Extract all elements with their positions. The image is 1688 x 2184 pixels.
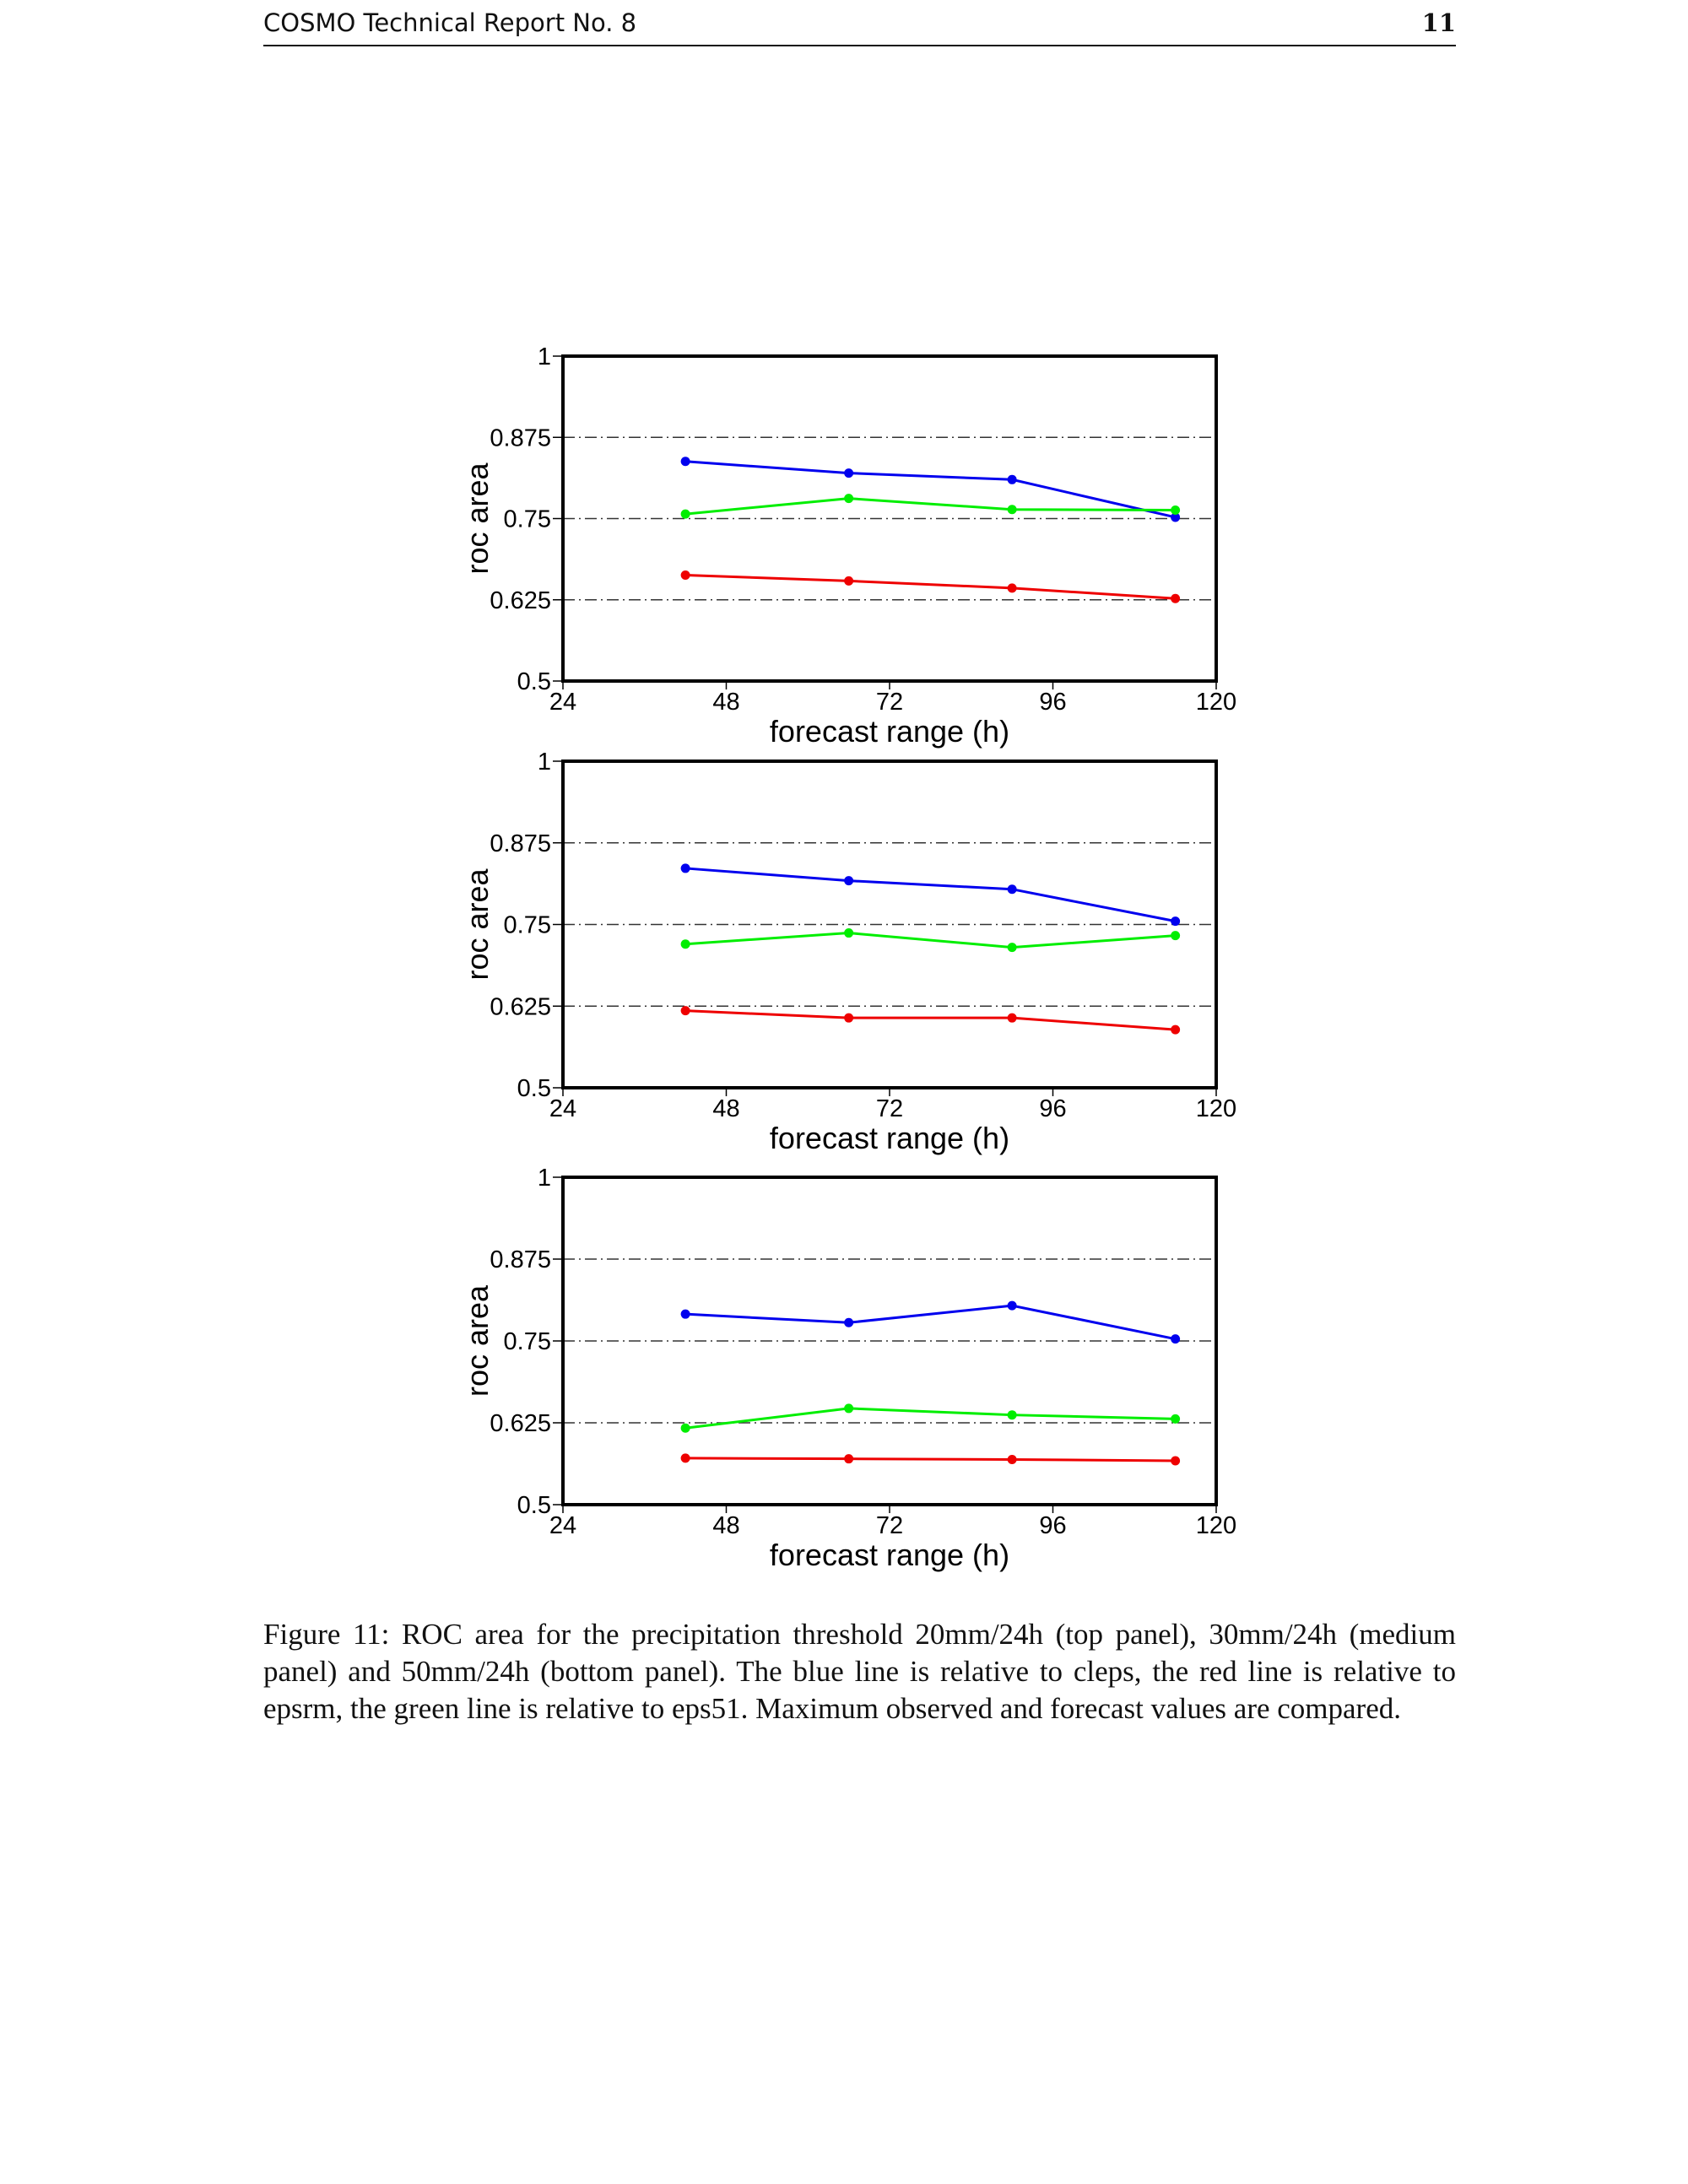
y-tick-label: 0.875 — [490, 830, 551, 857]
data-point-cleps — [844, 1317, 854, 1327]
series-line-cleps — [685, 460, 1176, 519]
data-point-epsrm — [1007, 583, 1017, 593]
x-tick-label: 48 — [712, 1512, 739, 1539]
data-point-epsrm — [1007, 1013, 1017, 1023]
y-tick-label: 0.5 — [517, 668, 551, 695]
x-tick-label: 24 — [549, 689, 576, 716]
y-tick-label: 0.75 — [504, 1328, 551, 1355]
y-tick-label: 0.625 — [490, 993, 551, 1020]
series-line-cleps — [685, 867, 1176, 923]
data-point-epsrm — [1171, 1456, 1181, 1466]
data-point-epsrm — [844, 576, 854, 586]
series-line-epsrm — [685, 1009, 1176, 1031]
data-point-eps51 — [680, 1423, 690, 1433]
plot-frame — [561, 354, 1218, 683]
x-tick-label: 48 — [712, 1095, 739, 1122]
data-point-cleps — [844, 468, 854, 478]
data-point-cleps — [1007, 884, 1017, 895]
y-tick-label: 0.875 — [490, 1246, 551, 1273]
y-tick-label: 0.75 — [504, 912, 551, 939]
y-tick-label: 0.625 — [490, 1410, 551, 1437]
series-line-eps51 — [684, 1407, 1176, 1430]
plot-frame — [561, 1176, 1218, 1506]
data-point-cleps — [680, 863, 690, 873]
x-tick-label: 24 — [549, 1512, 576, 1539]
series-line-cleps — [685, 1304, 1176, 1341]
data-point-cleps — [1171, 512, 1181, 522]
data-point-eps51 — [680, 939, 690, 949]
x-tick-label: 96 — [1039, 1095, 1066, 1122]
y-axis-label: roc area — [460, 462, 495, 574]
series-line-epsrm — [685, 1457, 1176, 1462]
x-tick-label: 48 — [712, 689, 739, 716]
x-tick-label: 96 — [1039, 689, 1066, 716]
y-tick-label: 0.75 — [504, 506, 551, 533]
y-axis-label: roc area — [460, 868, 495, 980]
y-tick-label: 0.5 — [517, 1075, 551, 1102]
y-tick-label: 1 — [538, 1165, 551, 1192]
data-point-epsrm — [1171, 1024, 1181, 1035]
series-line-eps51 — [685, 932, 1176, 949]
data-point-cleps — [680, 457, 690, 467]
data-point-eps51 — [680, 509, 690, 519]
data-point-cleps — [1007, 1300, 1017, 1311]
data-point-eps51 — [844, 928, 854, 938]
x-axis-label: forecast range (h) — [770, 1121, 1009, 1155]
x-axis-label: forecast range (h) — [770, 1538, 1009, 1572]
series-line-epsrm — [685, 573, 1176, 600]
chart-panel-3: 0.5 0.625 0.75 0.875 1 24 48 72 96 120 forecast ra… — [460, 1165, 1236, 1572]
data-point-eps51 — [1171, 931, 1181, 941]
figure-caption: Figure 11: ROC area for the precipitatio… — [263, 1618, 1456, 1725]
y-axis-label: roc area — [460, 1284, 495, 1397]
data-point-eps51 — [1171, 1414, 1181, 1424]
data-point-epsrm — [844, 1013, 854, 1023]
page-number: 11 — [1421, 8, 1456, 37]
x-tick-label: 96 — [1039, 1512, 1066, 1539]
x-axis-label: forecast range (h) — [770, 714, 1009, 749]
data-point-eps51 — [844, 1403, 854, 1414]
data-point-epsrm — [680, 1453, 690, 1463]
x-tick-label: 120 — [1196, 1095, 1236, 1122]
data-point-cleps — [1171, 916, 1181, 927]
data-point-epsrm — [1171, 593, 1181, 603]
data-point-eps51 — [1007, 505, 1017, 515]
data-point-epsrm — [680, 1006, 690, 1016]
x-tick-label: 120 — [1196, 1512, 1236, 1539]
data-point-epsrm — [844, 1454, 854, 1464]
data-point-eps51 — [1007, 1410, 1017, 1420]
series-line-eps51 — [684, 497, 1176, 516]
data-point-eps51 — [844, 494, 854, 504]
y-tick-label: 0.625 — [490, 587, 551, 614]
x-tick-label: 120 — [1196, 689, 1236, 716]
data-point-cleps — [1007, 474, 1017, 484]
x-tick-label: 72 — [876, 689, 903, 716]
data-point-eps51 — [1007, 943, 1017, 953]
x-tick-label: 72 — [876, 1512, 903, 1539]
x-tick-label: 72 — [876, 1095, 903, 1122]
data-point-cleps — [1171, 1334, 1181, 1344]
y-tick-label: 1 — [538, 749, 551, 776]
chart-panel-1: 0.5 0.625 0.75 0.875 1 24 48 72 96 120 forecast ra… — [460, 343, 1236, 749]
data-point-cleps — [680, 1309, 690, 1319]
header-rule — [263, 45, 1456, 46]
running-header-title: COSMO Technical Report No. 8 — [263, 8, 637, 37]
x-tick-label: 24 — [549, 1095, 576, 1122]
y-tick-label: 0.875 — [490, 424, 551, 451]
data-point-epsrm — [680, 570, 690, 580]
y-tick-label: 0.5 — [517, 1492, 551, 1519]
chart-panel-2: 0.5 0.625 0.75 0.875 1 24 48 72 96 120 forecast ra… — [460, 749, 1236, 1155]
data-point-epsrm — [1007, 1454, 1017, 1464]
data-point-cleps — [844, 876, 854, 886]
data-point-eps51 — [1171, 505, 1181, 515]
plot-frame — [561, 760, 1218, 1089]
y-tick-label: 1 — [538, 343, 551, 370]
